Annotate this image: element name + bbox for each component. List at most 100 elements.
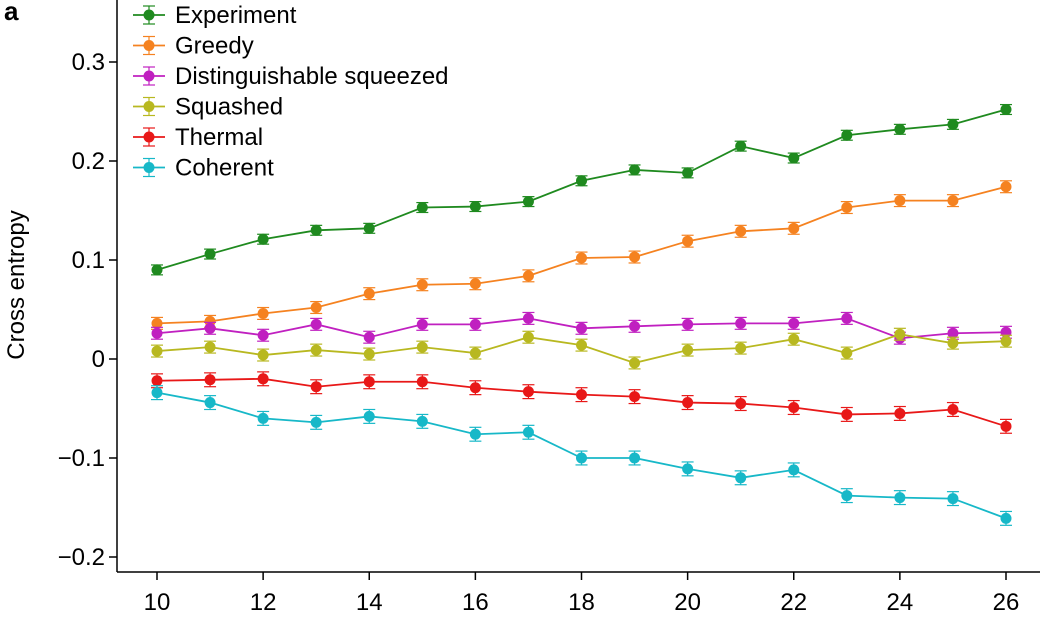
data-point <box>576 339 587 351</box>
legend-marker <box>143 162 155 173</box>
data-point <box>416 318 428 330</box>
data-point <box>682 397 694 409</box>
data-point <box>894 123 906 135</box>
data-point <box>469 278 481 290</box>
data-point <box>788 317 800 329</box>
data-point <box>894 195 906 207</box>
data-point <box>204 248 216 260</box>
data-point <box>735 342 747 354</box>
data-point <box>363 288 375 300</box>
data-point <box>894 407 906 419</box>
data-point <box>416 341 428 353</box>
data-point <box>151 317 163 329</box>
series-squashed <box>151 327 1012 370</box>
data-point <box>788 464 800 476</box>
data-point <box>310 318 322 330</box>
data-point <box>1000 104 1012 116</box>
data-point <box>363 331 375 343</box>
series-experiment <box>151 103 1012 276</box>
data-point <box>151 375 163 387</box>
data-point <box>576 252 587 264</box>
data-point <box>576 452 587 464</box>
legend-marker <box>143 40 155 51</box>
x-tick-label: 22 <box>780 589 807 616</box>
data-point <box>522 331 534 343</box>
data-point <box>469 347 481 359</box>
data-point <box>151 264 163 276</box>
y-tick-label: 0 <box>92 346 105 373</box>
data-point <box>522 312 534 324</box>
data-point <box>841 129 853 141</box>
data-point <box>257 412 269 424</box>
data-point <box>576 322 587 334</box>
data-point <box>576 389 587 401</box>
data-point <box>522 270 534 282</box>
legend-marker <box>143 131 155 143</box>
data-point <box>310 344 322 356</box>
legend-item: Experiment <box>133 2 297 29</box>
y-tick-label: −0.1 <box>58 445 105 472</box>
data-point <box>841 408 853 420</box>
data-point <box>151 387 163 399</box>
data-point <box>257 349 269 361</box>
data-point <box>788 222 800 234</box>
data-point <box>788 333 800 345</box>
data-point <box>469 318 481 330</box>
data-point <box>788 402 800 414</box>
x-tick-label: 16 <box>462 589 489 616</box>
data-point <box>257 307 269 319</box>
x-tick-label: 26 <box>993 589 1020 616</box>
data-point <box>947 493 959 505</box>
data-point <box>841 312 853 324</box>
legend-item: Squashed <box>133 94 283 121</box>
legend-label: Coherent <box>175 155 274 182</box>
data-point <box>204 322 216 334</box>
data-point <box>204 374 216 386</box>
data-point <box>735 140 747 152</box>
data-point <box>363 410 375 422</box>
data-point <box>416 415 428 427</box>
data-point <box>310 224 322 236</box>
data-point <box>735 317 747 329</box>
data-point <box>522 196 534 208</box>
data-point <box>682 167 694 179</box>
data-point <box>629 357 641 369</box>
series-distinguishable-squeezed <box>151 311 1012 345</box>
data-point <box>735 225 747 237</box>
data-point <box>947 118 959 130</box>
data-point <box>576 175 587 187</box>
data-point <box>257 329 269 341</box>
data-point <box>629 391 641 403</box>
data-point <box>257 373 269 385</box>
data-point <box>894 328 906 340</box>
data-point <box>841 347 853 359</box>
data-point <box>629 164 641 176</box>
data-point <box>682 318 694 330</box>
series-greedy <box>151 180 1012 330</box>
legend-marker <box>143 101 155 112</box>
y-tick-label: 0.2 <box>72 148 105 175</box>
legend-marker <box>143 70 155 82</box>
data-point <box>416 376 428 388</box>
data-point <box>947 327 959 339</box>
data-point <box>1000 420 1012 432</box>
data-point <box>1000 512 1012 524</box>
x-tick-label: 12 <box>250 589 277 616</box>
axes: −0.2 −0.1 0 0.1 0.2 0.3 10 12 14 16 18 20 22 24 26 <box>58 0 1040 616</box>
data-point <box>363 222 375 234</box>
data-point <box>469 428 481 440</box>
data-point <box>151 345 163 357</box>
data-point <box>629 320 641 332</box>
data-point <box>735 398 747 410</box>
data-point <box>841 202 853 214</box>
legend-item: Coherent <box>133 155 274 182</box>
data-point <box>469 382 481 394</box>
legend-label: Squashed <box>175 94 283 121</box>
data-point <box>894 492 906 504</box>
data-point <box>682 235 694 247</box>
legend: Experiment Greedy Distinguishable squeezed… <box>133 2 449 182</box>
x-tick-label: 14 <box>356 589 383 616</box>
series-line <box>156 108 1007 271</box>
x-tick-label: 18 <box>568 589 595 616</box>
